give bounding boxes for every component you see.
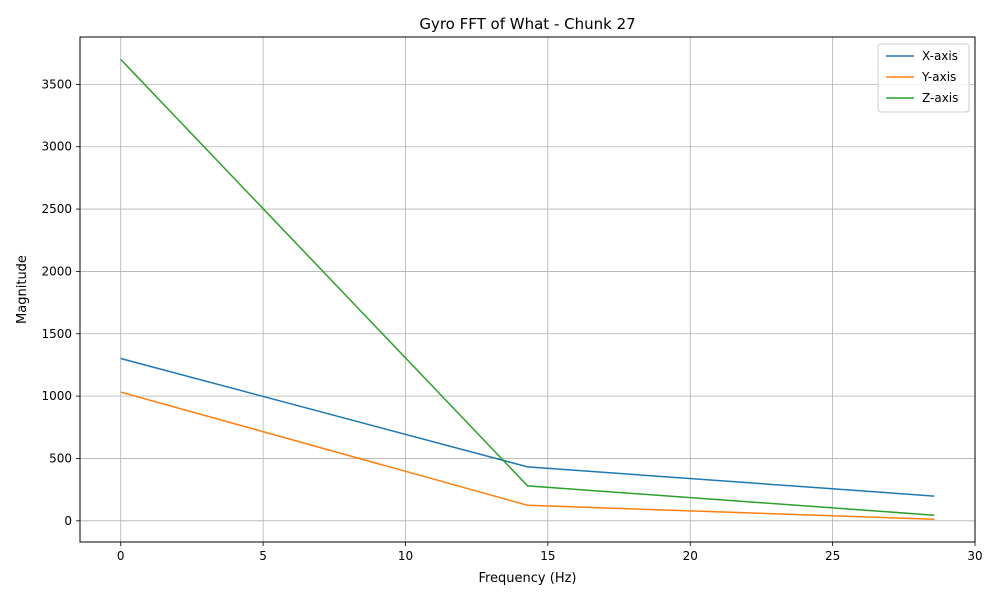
x-tick-label: 10: [398, 549, 413, 563]
y-tick-label: 3000: [41, 140, 72, 154]
legend: X-axis Y-axis Z-axis: [877, 43, 970, 113]
y-axis: 0 500 1000 1500 2000 2500 3000 3500: [41, 77, 80, 528]
y-tick-label: 3500: [41, 77, 72, 91]
x-axis: 0 5 10 15 20 25 30: [117, 542, 983, 563]
x-tick-label: 30: [967, 549, 982, 563]
y-tick-label: 2500: [41, 202, 72, 216]
legend-label: Z-axis: [922, 91, 958, 105]
x-tick-label: 20: [683, 549, 698, 563]
y-tick-label: 0: [64, 514, 72, 528]
series-line-x-axis: [120, 357, 935, 497]
y-tick-label: 1500: [41, 327, 72, 341]
y-tick-label: 2000: [41, 264, 72, 278]
x-tick-label: 25: [825, 549, 840, 563]
y-tick-label: 500: [49, 451, 72, 465]
legend-label: X-axis: [922, 49, 958, 63]
plot-frame: [79, 36, 976, 543]
chart-title: Gyro FFT of What - Chunk 27: [419, 15, 635, 33]
series-line-y-axis: [120, 391, 935, 521]
grid: [80, 37, 976, 542]
legend-label: Y-axis: [921, 70, 956, 84]
x-tick-label: 0: [117, 549, 125, 563]
series-lines: [120, 58, 935, 521]
x-axis-label: Frequency (Hz): [478, 571, 576, 586]
y-tick-label: 1000: [41, 389, 72, 403]
x-tick-label: 15: [540, 549, 555, 563]
y-axis-label: Magnitude: [15, 255, 30, 324]
legend-box: [877, 43, 970, 113]
series-line-z-axis: [120, 58, 935, 516]
x-tick-label: 5: [259, 549, 267, 563]
